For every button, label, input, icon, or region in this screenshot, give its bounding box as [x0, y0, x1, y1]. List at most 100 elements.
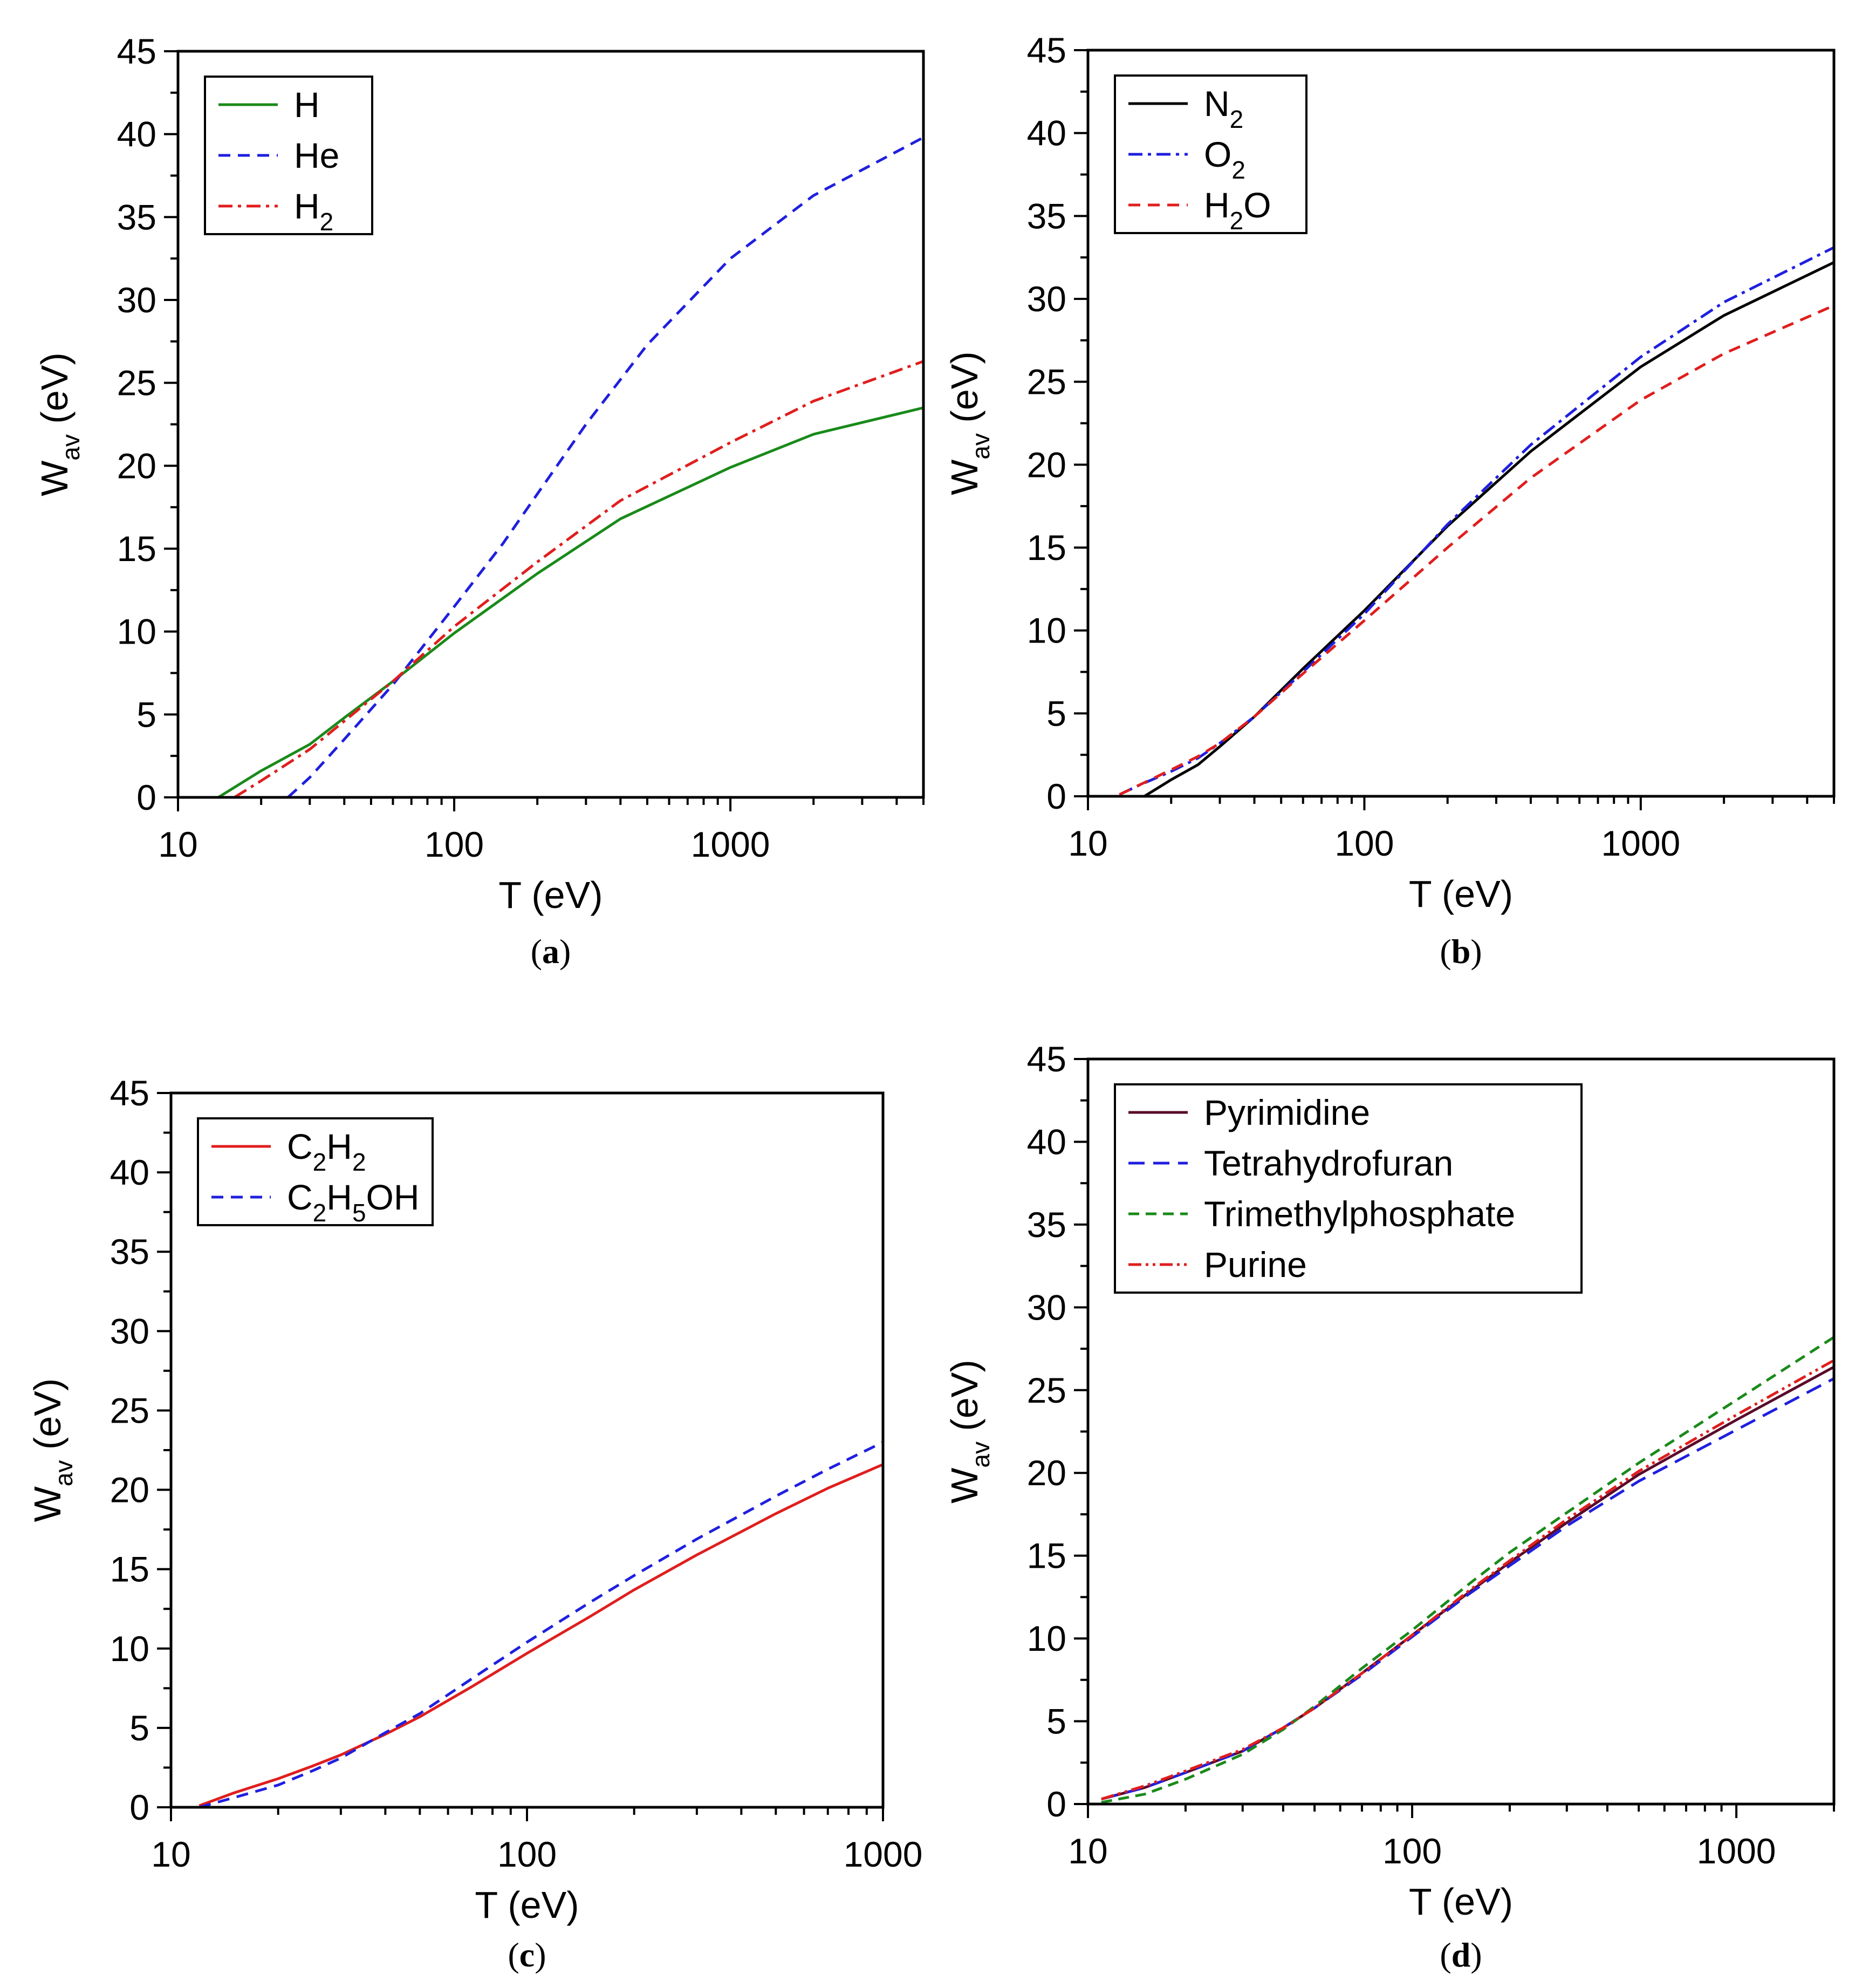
legend-subscript: 5: [352, 1199, 366, 1227]
panel-label-paren: ): [535, 1936, 546, 1974]
y-axis-title-unit: (eV): [943, 351, 985, 433]
legend-text-part: H: [326, 1177, 352, 1217]
y-tick-label: 25: [110, 1390, 149, 1430]
y-tick-label: 20: [1027, 1453, 1066, 1493]
legend-label-He: He: [294, 135, 339, 175]
y-axis-title: Wav (eV): [943, 351, 995, 495]
panel-label-letter: a: [542, 932, 559, 971]
panel-label: (d): [1440, 1936, 1482, 1974]
panel-a: 0 5 10 15 20 25 30 35 40 45 10 100 1000 H He H2​ T (eV) W…: [33, 31, 925, 971]
y-tick-label: 40: [117, 114, 156, 154]
series-line-H: [217, 406, 923, 797]
legend-label-H: H: [294, 85, 320, 125]
series-line-Trimethylphosphate: [1101, 1336, 1834, 1804]
panel-label-paren: (: [1440, 1936, 1451, 1974]
y-tick-label: 10: [117, 612, 156, 652]
series-line-Purine: [1101, 1359, 1834, 1801]
y-axis-title: Wav (eV): [943, 1360, 995, 1503]
legend-label-O2: O2​: [1204, 134, 1245, 184]
y-tick-label: 45: [117, 31, 156, 71]
legend-box: [204, 76, 373, 235]
y-tick-label: 5: [1046, 693, 1066, 733]
y-tick-label: 5: [129, 1708, 149, 1748]
y-axis-title-subscript: av: [50, 1460, 78, 1487]
legend-box: [197, 1117, 434, 1226]
legend-label-C2H2: C2​H2​: [287, 1126, 366, 1176]
y-tick-label: 40: [1027, 113, 1066, 153]
panel-label-paren: (: [508, 1936, 519, 1974]
legend-text-part: Trimethylphosphate: [1204, 1194, 1515, 1234]
legend-text-part: N: [1204, 84, 1230, 124]
y-tick-label: 15: [110, 1549, 149, 1589]
y-tick-label: 5: [136, 694, 156, 734]
x-tick-label: 1000: [1697, 1831, 1776, 1871]
y-tick-label: 35: [1027, 1205, 1066, 1245]
legend-label-Pyrimidine: Pyrimidine: [1204, 1092, 1370, 1132]
y-tick-label: 20: [117, 446, 156, 486]
panel-d: 0 5 10 15 20 25 30 35 40 45 10 100 1000 Pyrimidine Tet…: [943, 1039, 1836, 1974]
series-line-H2O: [1119, 304, 1834, 796]
y-tick-label: 30: [117, 280, 156, 320]
legend-label-Purine: Purine: [1204, 1245, 1307, 1285]
y-tick-label: 0: [136, 777, 156, 817]
y-tick-label: 35: [110, 1232, 149, 1272]
legend: C2​H2​C2​H5​OH: [197, 1117, 434, 1227]
legend-text-part: Purine: [1204, 1245, 1307, 1285]
panel-label: (a): [531, 932, 571, 971]
legend-label-H2: H2​: [294, 186, 333, 236]
legend-label-Tetrahydrofuran: Tetrahydrofuran: [1204, 1143, 1453, 1183]
series-line-O2: [1119, 246, 1834, 796]
legend-text-part: Tetrahydrofuran: [1204, 1143, 1453, 1183]
legend-text-part: H: [294, 85, 320, 125]
legend-text-part: H: [326, 1126, 352, 1166]
y-axis-title-unit: (eV): [943, 1360, 985, 1442]
legend: N2​O2​H2​O: [1114, 74, 1307, 235]
y-axis-title-main: W: [33, 461, 76, 496]
panel-label-letter: c: [519, 1936, 535, 1974]
x-axis-title: T (eV): [1409, 873, 1513, 915]
series-line-Pyrimidine: [1101, 1365, 1834, 1801]
legend-text-part: C: [287, 1126, 313, 1166]
y-axis-title-main: W: [26, 1486, 69, 1522]
y-axis-title-main: W: [943, 460, 985, 495]
legend-text-part: H: [1204, 185, 1230, 225]
y-axis-title-subscript: av: [967, 1442, 995, 1468]
panel-label-letter: b: [1452, 932, 1471, 971]
y-tick-label: 40: [110, 1152, 149, 1192]
y-tick-label: 45: [110, 1073, 149, 1113]
legend-subscript: 2: [352, 1148, 366, 1176]
x-tick-label: 10: [1068, 1831, 1107, 1871]
y-axis-title-unit: (eV): [33, 352, 76, 434]
y-axis-title: Wav (eV): [26, 1378, 78, 1522]
x-tick-label: 10: [1068, 823, 1107, 863]
legend-label-Trimethylphosphate: Trimethylphosphate: [1204, 1194, 1515, 1234]
plot-frame: [169, 1091, 885, 1809]
legend-text-part: Pyrimidine: [1204, 1092, 1370, 1132]
series-line-N2: [1144, 261, 1834, 796]
y-axis-title-subscript: av: [967, 433, 995, 460]
y-tick-label: 45: [1027, 1039, 1066, 1079]
legend: H He H2​: [204, 76, 373, 236]
x-axis-title: T (eV): [475, 1884, 579, 1926]
x-tick-label: 1000: [691, 824, 770, 864]
plot-frame: [1086, 1057, 1836, 1806]
panel-label-paren: ): [1470, 1936, 1482, 1974]
x-tick-label: 10: [151, 1834, 190, 1874]
series-line-He: [287, 136, 923, 797]
legend-label-C2H5OH: C2​H5​OH: [287, 1177, 420, 1227]
series-line-C2H2: [198, 1463, 883, 1807]
y-tick-label: 30: [110, 1311, 149, 1351]
legend-text-part: H: [294, 186, 320, 226]
y-tick-label: 35: [1027, 196, 1066, 236]
x-tick-label: 10: [158, 824, 197, 864]
legend-text-part: C: [287, 1177, 313, 1217]
legend-subscript: 2: [1231, 156, 1245, 184]
legend-subscript: 2: [313, 1199, 327, 1227]
x-axis-title: T (eV): [1409, 1881, 1513, 1923]
series-line-H2: [234, 360, 923, 797]
legend-text-part: O: [1204, 134, 1231, 174]
x-tick-label: 100: [497, 1834, 557, 1874]
series-line-C2H5OH: [198, 1441, 883, 1807]
y-tick-label: 35: [117, 197, 156, 237]
x-tick-label: 100: [1334, 823, 1394, 863]
